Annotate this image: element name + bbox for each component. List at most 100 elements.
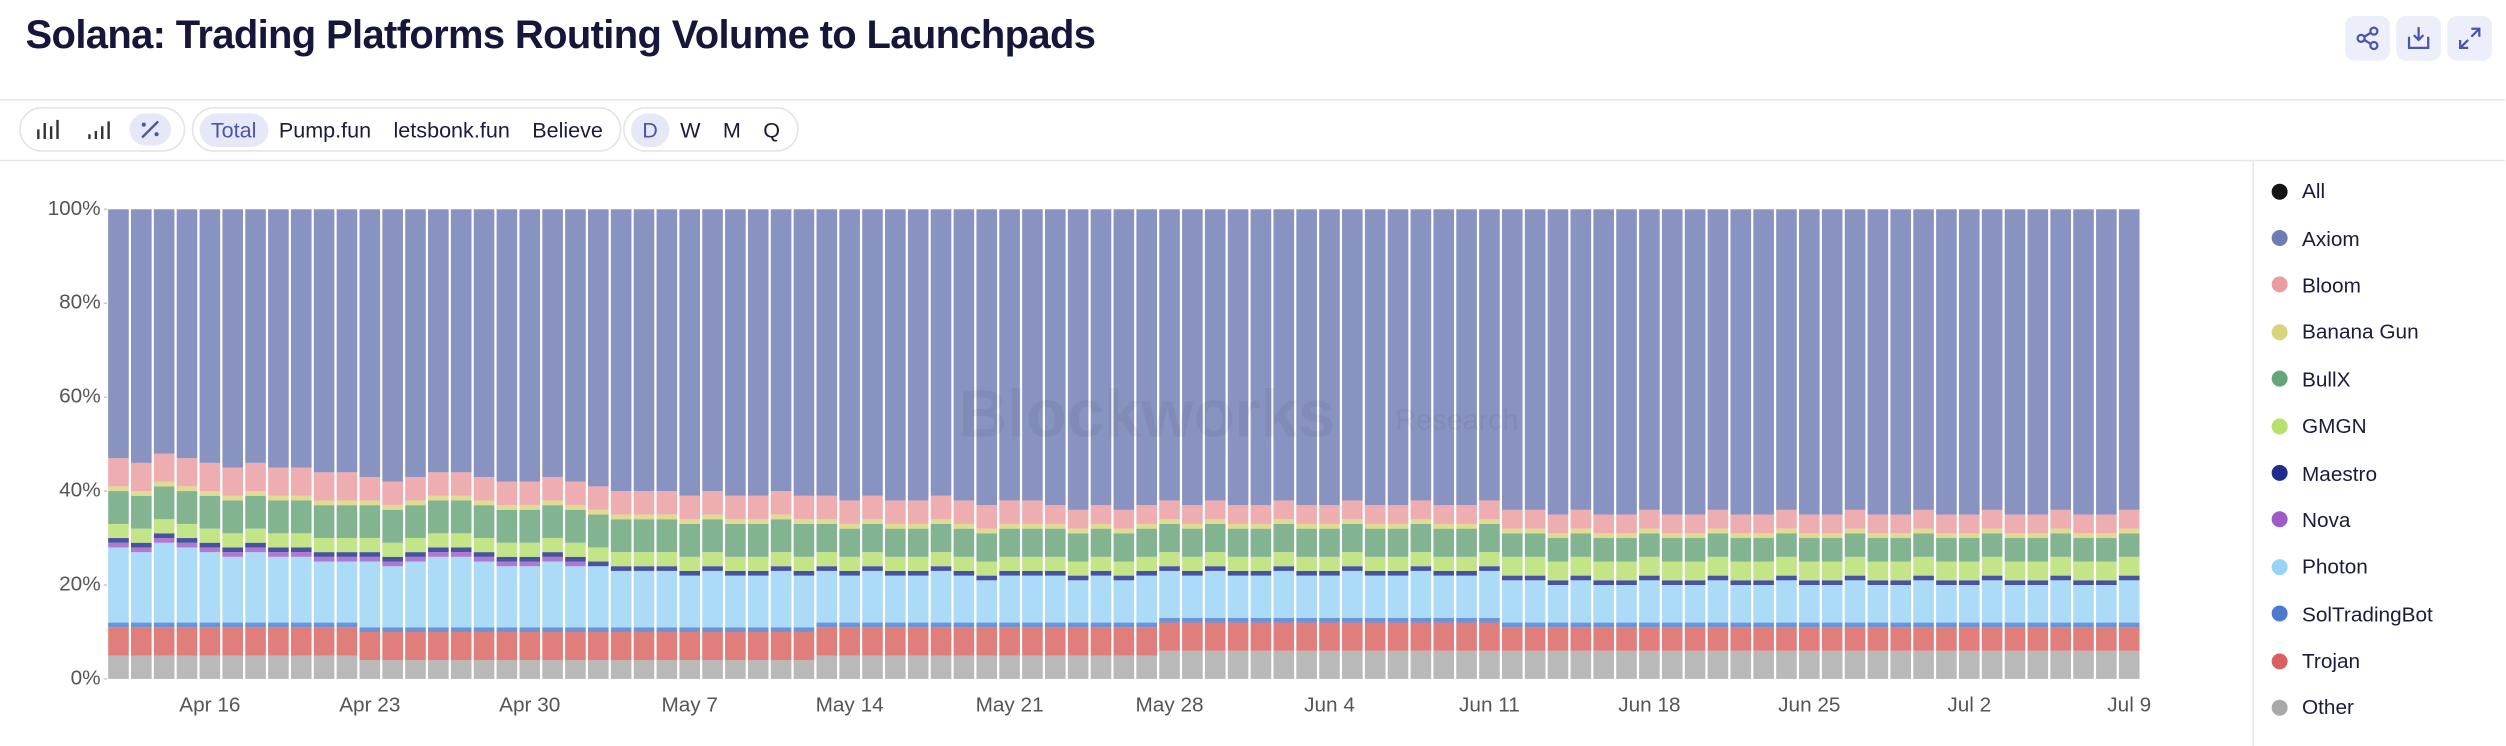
bar-segment: [1707, 575, 1729, 581]
legend-item[interactable]: Banana Gun: [2271, 309, 2433, 356]
legend-item[interactable]: Other: [2271, 684, 2433, 731]
bar-segment: [131, 528, 152, 543]
bar-type-button[interactable]: [27, 113, 69, 145]
bar-segment: [473, 561, 495, 628]
bar-segment: [656, 552, 678, 567]
bar-segment: [999, 655, 1020, 679]
bar-segment: [176, 538, 198, 543]
legend-item[interactable]: Axiom: [2271, 215, 2433, 262]
share-button[interactable]: [2345, 15, 2390, 61]
breakdown-button[interactable]: Total: [199, 112, 268, 147]
bar-segment: [953, 500, 975, 524]
bar-segment: [268, 622, 289, 628]
bar-segment: [1044, 570, 1066, 576]
legend-item[interactable]: BullX: [2271, 356, 2433, 403]
bar-segment: [1456, 505, 1477, 524]
bar-segment: [1890, 209, 1912, 515]
bar-segment: [1524, 209, 1546, 510]
bar-segment: [1387, 570, 1409, 576]
bar-segment: [519, 542, 541, 557]
bar-segment: [1364, 617, 1386, 623]
bar-segment: [1479, 650, 1500, 679]
bar-segment: [1296, 556, 1317, 571]
bar-segment: [1753, 580, 1774, 586]
interval-button[interactable]: W: [680, 117, 701, 142]
legend-item[interactable]: Trojan: [2271, 637, 2433, 684]
breakdown-button[interactable]: letsbonk.fun: [393, 117, 510, 142]
bar-segment: [1090, 556, 1112, 571]
bar-segment: [245, 209, 266, 463]
bar-segment: [702, 566, 723, 571]
bar-segment: [1913, 509, 1934, 529]
bar-segment: [382, 209, 403, 482]
bar-segment: [108, 542, 129, 548]
breakdown-button[interactable]: Pump.fun: [278, 117, 372, 142]
bar-segment: [1707, 580, 1729, 623]
bar-segment: [2073, 209, 2094, 515]
bar-segment: [999, 575, 1020, 623]
bar-segment: [1204, 622, 1226, 651]
bar-segment: [679, 523, 701, 557]
bar-segment: [999, 570, 1020, 576]
bar-segment: [473, 209, 495, 477]
legend-item[interactable]: All: [2271, 168, 2433, 215]
download-button[interactable]: [2396, 15, 2441, 61]
percent-type-button[interactable]: [129, 113, 171, 146]
legend-item[interactable]: Nova: [2271, 496, 2433, 543]
bar-segment: [1022, 209, 1043, 501]
bar-segment: [176, 547, 198, 623]
expand-button[interactable]: [2447, 15, 2493, 61]
legend-item[interactable]: Photon: [2271, 543, 2433, 590]
bar-segment: [1776, 650, 1797, 679]
bar-segment: [1867, 650, 1889, 679]
bar-segment: [1319, 622, 1340, 651]
bar-segment: [953, 622, 975, 628]
bar-segment: [2027, 514, 2049, 534]
bar-segment: [1547, 580, 1569, 586]
bar-segment: [1501, 209, 1523, 510]
bar-segment: [450, 209, 472, 473]
bar-segment: [1044, 523, 1066, 529]
bar-segment: [131, 491, 152, 496]
bar-segment: [450, 500, 472, 534]
interval-button[interactable]: D: [631, 112, 669, 147]
bar-segment: [199, 462, 221, 492]
bar-segment: [702, 552, 723, 567]
legend-swatch: [2271, 324, 2288, 341]
bar-segment: [2096, 622, 2117, 628]
bar-segment: [1776, 575, 1797, 581]
bar-segment: [428, 552, 449, 557]
interval-button[interactable]: Q: [763, 117, 781, 142]
bar-segment: [1456, 528, 1477, 557]
bar-segment: [587, 660, 609, 679]
bar-segment: [1981, 556, 2003, 576]
interval-button[interactable]: M: [722, 117, 741, 142]
breakdown-button[interactable]: Believe: [532, 117, 603, 142]
bar-segment: [1022, 627, 1043, 656]
legend-item[interactable]: Maestro: [2271, 449, 2433, 496]
bar-segment: [131, 627, 152, 656]
bar-segment: [1753, 561, 1774, 581]
legend-item[interactable]: SolTradingBot: [2271, 590, 2433, 637]
bar-segment: [1410, 650, 1432, 679]
bar-segment: [108, 458, 129, 487]
bar-segment: [222, 622, 244, 628]
bar-segment: [450, 627, 472, 632]
bar-segment: [816, 570, 838, 623]
bar-segment: [1182, 209, 1203, 506]
bar-segment: [359, 556, 381, 562]
bar-segment: [1067, 655, 1089, 679]
bar-segment: [1616, 561, 1637, 581]
bar-segment: [2004, 209, 2026, 515]
bar-segment: [359, 505, 381, 539]
legend-item[interactable]: Bloom: [2271, 262, 2433, 309]
bar-segment: [1730, 627, 1752, 651]
bar-segment: [336, 538, 358, 553]
stacked-type-button[interactable]: [78, 113, 120, 145]
legend-item[interactable]: GMGN: [2271, 402, 2433, 449]
bar-segment: [2118, 580, 2140, 623]
bar-segment: [610, 570, 632, 628]
bar-segment: [1570, 209, 1592, 510]
bar-segment: [336, 500, 358, 506]
bar-segment: [199, 491, 221, 496]
